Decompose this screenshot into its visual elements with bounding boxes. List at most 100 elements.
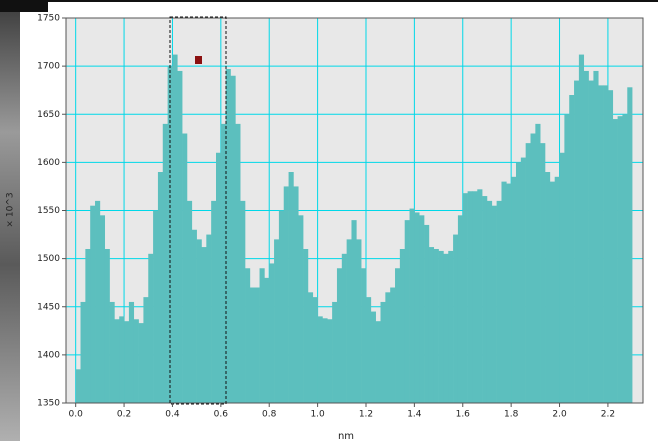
x-tick-label: 2.0 xyxy=(552,410,567,420)
bar xyxy=(443,253,449,403)
bar xyxy=(133,319,139,403)
bar xyxy=(128,301,135,403)
bar xyxy=(274,239,280,403)
bar xyxy=(559,152,565,403)
bar xyxy=(395,268,401,403)
bar xyxy=(307,292,314,403)
y-tick-label: 1550 xyxy=(37,206,60,216)
bar xyxy=(162,123,168,403)
bar xyxy=(545,172,551,403)
bar xyxy=(457,215,464,403)
bar xyxy=(428,247,435,403)
y-tick-label: 1450 xyxy=(37,302,60,312)
bar xyxy=(332,301,338,403)
bar xyxy=(370,311,376,403)
bar xyxy=(598,85,604,403)
bar xyxy=(157,172,164,403)
bar xyxy=(172,54,178,403)
x-tick-label: 2.2 xyxy=(601,410,615,420)
bar xyxy=(491,205,497,403)
bar xyxy=(549,181,555,403)
bar xyxy=(627,87,633,404)
bar xyxy=(153,210,159,403)
bar xyxy=(477,189,483,403)
x-tick-label: 1.2 xyxy=(359,410,373,420)
bar xyxy=(453,234,459,403)
bar xyxy=(482,196,488,403)
bar xyxy=(119,316,125,403)
bar xyxy=(501,181,507,403)
side-image xyxy=(0,0,20,441)
bar xyxy=(220,123,226,403)
bar xyxy=(264,277,270,403)
bar xyxy=(99,215,106,403)
x-tick-label: 1.8 xyxy=(504,410,519,420)
bar xyxy=(588,80,594,403)
bar xyxy=(249,287,256,403)
bar xyxy=(462,193,468,403)
bar xyxy=(182,133,188,403)
bar xyxy=(201,247,207,403)
x-tick-label: 0.4 xyxy=(165,410,180,420)
y-tick-label: 1500 xyxy=(37,254,60,264)
bar xyxy=(298,215,304,403)
bar xyxy=(346,239,352,403)
bar xyxy=(254,287,260,403)
bar xyxy=(540,143,546,403)
bar xyxy=(448,250,454,403)
bar xyxy=(259,268,265,403)
y-tick-label: 1350 xyxy=(37,399,60,409)
bar xyxy=(240,200,246,403)
bar xyxy=(278,210,285,403)
bar xyxy=(380,301,386,403)
bar xyxy=(186,200,193,403)
bar xyxy=(424,224,430,403)
bar xyxy=(593,70,599,403)
bar xyxy=(515,162,522,403)
bar xyxy=(341,253,347,403)
bar xyxy=(433,249,439,403)
bar xyxy=(404,220,410,403)
x-tick-label: 1.6 xyxy=(456,410,471,420)
bar xyxy=(317,316,323,403)
bar xyxy=(438,250,444,403)
bar xyxy=(375,321,381,403)
y-axis-label: × 10^3 xyxy=(6,192,16,227)
bar xyxy=(486,200,493,403)
bar xyxy=(607,90,614,403)
bar xyxy=(409,208,415,403)
x-tick-label: 0.2 xyxy=(117,410,131,420)
x-tick-label: 0.8 xyxy=(262,410,277,420)
bar xyxy=(293,186,299,403)
y-tick-label: 1750 xyxy=(37,14,60,24)
bar xyxy=(327,319,333,403)
bar xyxy=(612,119,618,403)
bar xyxy=(496,200,502,403)
bar xyxy=(336,268,343,403)
bar xyxy=(95,200,101,403)
bar xyxy=(622,114,628,403)
bar xyxy=(235,123,241,403)
bar xyxy=(399,249,406,403)
top-strip xyxy=(0,0,48,12)
bar xyxy=(104,249,110,403)
bar xyxy=(511,176,517,403)
bar xyxy=(80,301,86,403)
selection-box[interactable] xyxy=(169,16,227,405)
bar xyxy=(356,239,362,403)
bar xyxy=(312,297,318,403)
bar xyxy=(390,287,396,403)
bar xyxy=(148,253,154,403)
bar xyxy=(177,70,183,403)
bar xyxy=(414,212,420,403)
bar xyxy=(288,172,294,403)
bar xyxy=(564,114,570,403)
marker[interactable] xyxy=(195,56,202,64)
bar xyxy=(90,205,96,403)
bar xyxy=(245,268,251,403)
bar xyxy=(520,157,526,403)
bar xyxy=(124,321,130,403)
bar xyxy=(569,95,575,403)
